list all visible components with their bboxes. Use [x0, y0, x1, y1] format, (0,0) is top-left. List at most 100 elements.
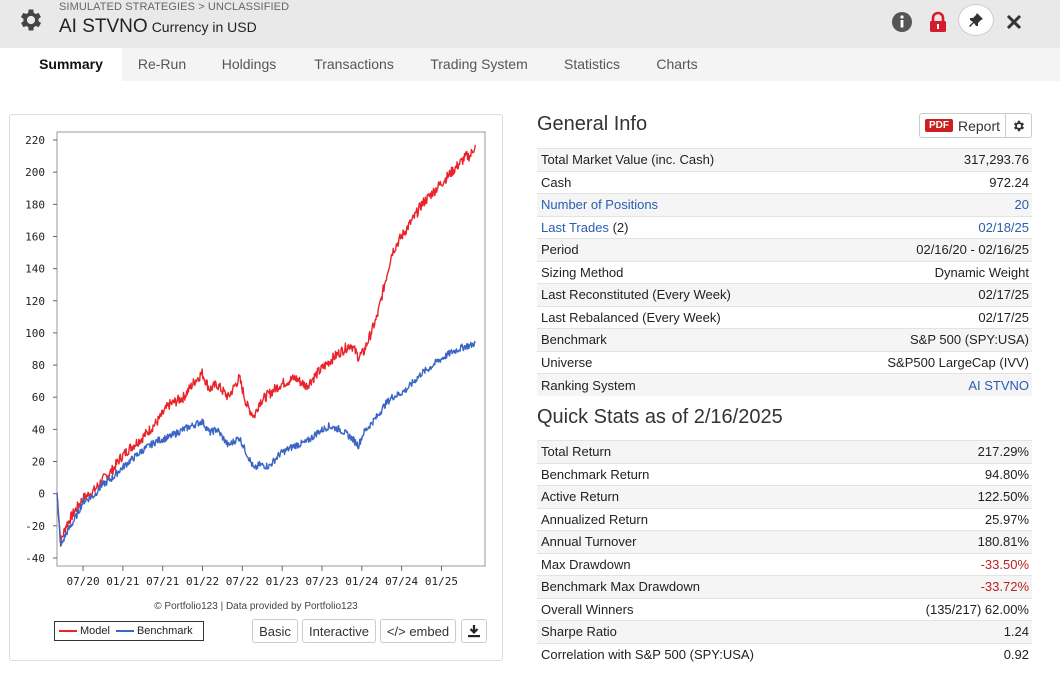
- chart-panel: [9, 114, 503, 661]
- basic-button[interactable]: Basic: [252, 619, 298, 643]
- download-button[interactable]: [461, 619, 487, 643]
- quick-stats-table: Total Return 217.29% Benchmark Return 94.8…: [537, 440, 1032, 666]
- tab-re-run[interactable]: Re-Run: [137, 56, 187, 72]
- row-value: 317,293.76: [819, 148, 1032, 171]
- embed-button[interactable]: </> embed: [380, 619, 456, 643]
- row-value: 94.80%: [866, 462, 1032, 486]
- row-value: 02/17/25: [819, 305, 1032, 329]
- table-row: Max Drawdown -33.50%: [537, 552, 1032, 576]
- page-title: AI STVNO Currency in USD: [59, 16, 257, 38]
- y-tick-label: 60: [32, 391, 45, 404]
- x-tick-label: 01/25: [425, 575, 458, 588]
- x-tick-label: 01/21: [106, 575, 139, 588]
- row-value: 0.92: [866, 642, 1032, 666]
- tab-summary[interactable]: Summary: [20, 48, 122, 81]
- row-label: Sizing Method: [537, 260, 819, 284]
- y-tick-label: 140: [25, 263, 45, 276]
- lock-icon[interactable]: [925, 9, 951, 35]
- x-tick-label: 07/21: [146, 575, 179, 588]
- table-row: Universe S&P500 LargeCap (IVV): [537, 350, 1032, 374]
- y-tick-label: 220: [25, 134, 45, 147]
- performance-chart[interactable]: 220200180160140120100806040200-20-4007/2…: [9, 114, 503, 594]
- row-label: Sharpe Ratio: [537, 620, 867, 643]
- row-label: Correlation with S&P 500 (SPY:USA): [537, 642, 867, 666]
- row-value: 25.97%: [866, 507, 1032, 531]
- tab-trading-system[interactable]: Trading System: [430, 56, 528, 72]
- number-of-positions-link[interactable]: Number of Positions: [537, 193, 819, 216]
- chart-legend: Model Benchmark: [54, 621, 204, 641]
- y-tick-label: 120: [25, 295, 45, 308]
- pdf-report-button[interactable]: PDF Report: [919, 113, 1006, 138]
- legend-benchmark[interactable]: Benchmark: [115, 625, 193, 637]
- legend-benchmark-label: Benchmark: [136, 625, 193, 637]
- row-label: Period: [537, 238, 819, 261]
- y-tick-label: -20: [25, 520, 45, 533]
- close-icon[interactable]: [1001, 9, 1027, 35]
- y-tick-label: 20: [32, 456, 45, 469]
- table-row: Total Return 217.29%: [537, 440, 1032, 463]
- row-label: Last Reconstituted (Every Week): [537, 283, 819, 306]
- strategy-name: AI STVNO: [59, 16, 148, 37]
- last-trades-count: (2): [612, 219, 629, 235]
- pdf-icon: PDF: [924, 119, 953, 132]
- row-value: 217.29%: [866, 440, 1032, 463]
- legend-benchmark-swatch: [115, 630, 134, 632]
- table-row: Last Reconstituted (Every Week) 02/17/25: [537, 283, 1032, 306]
- table-row: Sharpe Ratio 1.24: [537, 620, 1032, 643]
- last-trades-date-link[interactable]: 02/18/25: [819, 215, 1032, 239]
- row-label: Universe: [537, 350, 819, 374]
- ranking-system-link[interactable]: AI STVNO: [819, 373, 1032, 396]
- table-row: Benchmark Return 94.80%: [537, 462, 1032, 486]
- row-label: Last Trades (2): [537, 215, 819, 239]
- y-tick-label: 160: [25, 230, 45, 243]
- table-row: Active Return 122.50%: [537, 485, 1032, 508]
- plot-area: [56, 131, 486, 567]
- table-row: Correlation with S&P 500 (SPY:USA) 0.92: [537, 642, 1032, 666]
- quick-stats-title: Quick Stats as of 2/16/2025: [537, 406, 783, 428]
- report-settings-button[interactable]: [1006, 113, 1032, 138]
- table-row: Annualized Return 25.97%: [537, 507, 1032, 531]
- breadcrumb[interactable]: SIMULATED STRATEGIES > UNCLASSIFIED: [59, 1, 290, 13]
- gear-icon[interactable]: [17, 6, 45, 34]
- row-value: S&P500 LargeCap (IVV): [819, 350, 1032, 374]
- tab-holdings[interactable]: Holdings: [221, 56, 277, 72]
- legend-model[interactable]: Model: [59, 625, 110, 637]
- row-value: S&P 500 (SPY:USA): [819, 328, 1032, 351]
- x-tick-label: 07/20: [66, 575, 99, 588]
- row-value: 180.81%: [866, 530, 1032, 553]
- table-row: Sizing Method Dynamic Weight: [537, 260, 1032, 284]
- tab-charts[interactable]: Charts: [656, 56, 698, 72]
- info-icon[interactable]: [889, 9, 915, 35]
- y-tick-label: -40: [25, 552, 45, 565]
- table-row: Benchmark Max Drawdown -33.72%: [537, 575, 1032, 598]
- table-row: Annual Turnover 180.81%: [537, 530, 1032, 553]
- table-row: Last Rebalanced (Every Week) 02/17/25: [537, 305, 1032, 329]
- row-label: Cash: [537, 170, 819, 194]
- y-tick-label: 200: [25, 166, 45, 179]
- x-tick-label: 01/22: [186, 575, 219, 588]
- pin-icon: [969, 13, 983, 27]
- chart-credit: © Portfolio123 | Data provided by Portfo…: [154, 601, 358, 612]
- y-tick-label: 80: [32, 359, 45, 372]
- currency-label: Currency in USD: [151, 19, 257, 35]
- y-tick-label: 180: [25, 198, 45, 211]
- last-trades-link[interactable]: Last Trades: [541, 219, 609, 235]
- row-label: Benchmark Max Drawdown: [537, 575, 867, 598]
- row-value: -33.50%: [866, 552, 1032, 576]
- row-value: 972.24: [819, 170, 1032, 194]
- interactive-button[interactable]: Interactive: [302, 619, 376, 643]
- x-tick-label: 01/24: [345, 575, 378, 588]
- row-label: Annual Turnover: [537, 530, 867, 553]
- tab-transactions[interactable]: Transactions: [314, 56, 394, 72]
- tab-statistics[interactable]: Statistics: [563, 56, 620, 72]
- legend-model-swatch: [59, 630, 77, 632]
- table-row: Number of Positions 20: [537, 193, 1032, 216]
- row-label: Benchmark Return: [537, 462, 867, 486]
- row-value: 122.50%: [866, 485, 1032, 508]
- pin-button[interactable]: [958, 4, 994, 36]
- y-tick-label: 40: [32, 423, 45, 436]
- row-label: Annualized Return: [537, 507, 867, 531]
- series-line-model: [56, 144, 476, 547]
- positions-value-link[interactable]: 20: [819, 193, 1032, 216]
- table-row: Ranking System AI STVNO: [537, 373, 1032, 396]
